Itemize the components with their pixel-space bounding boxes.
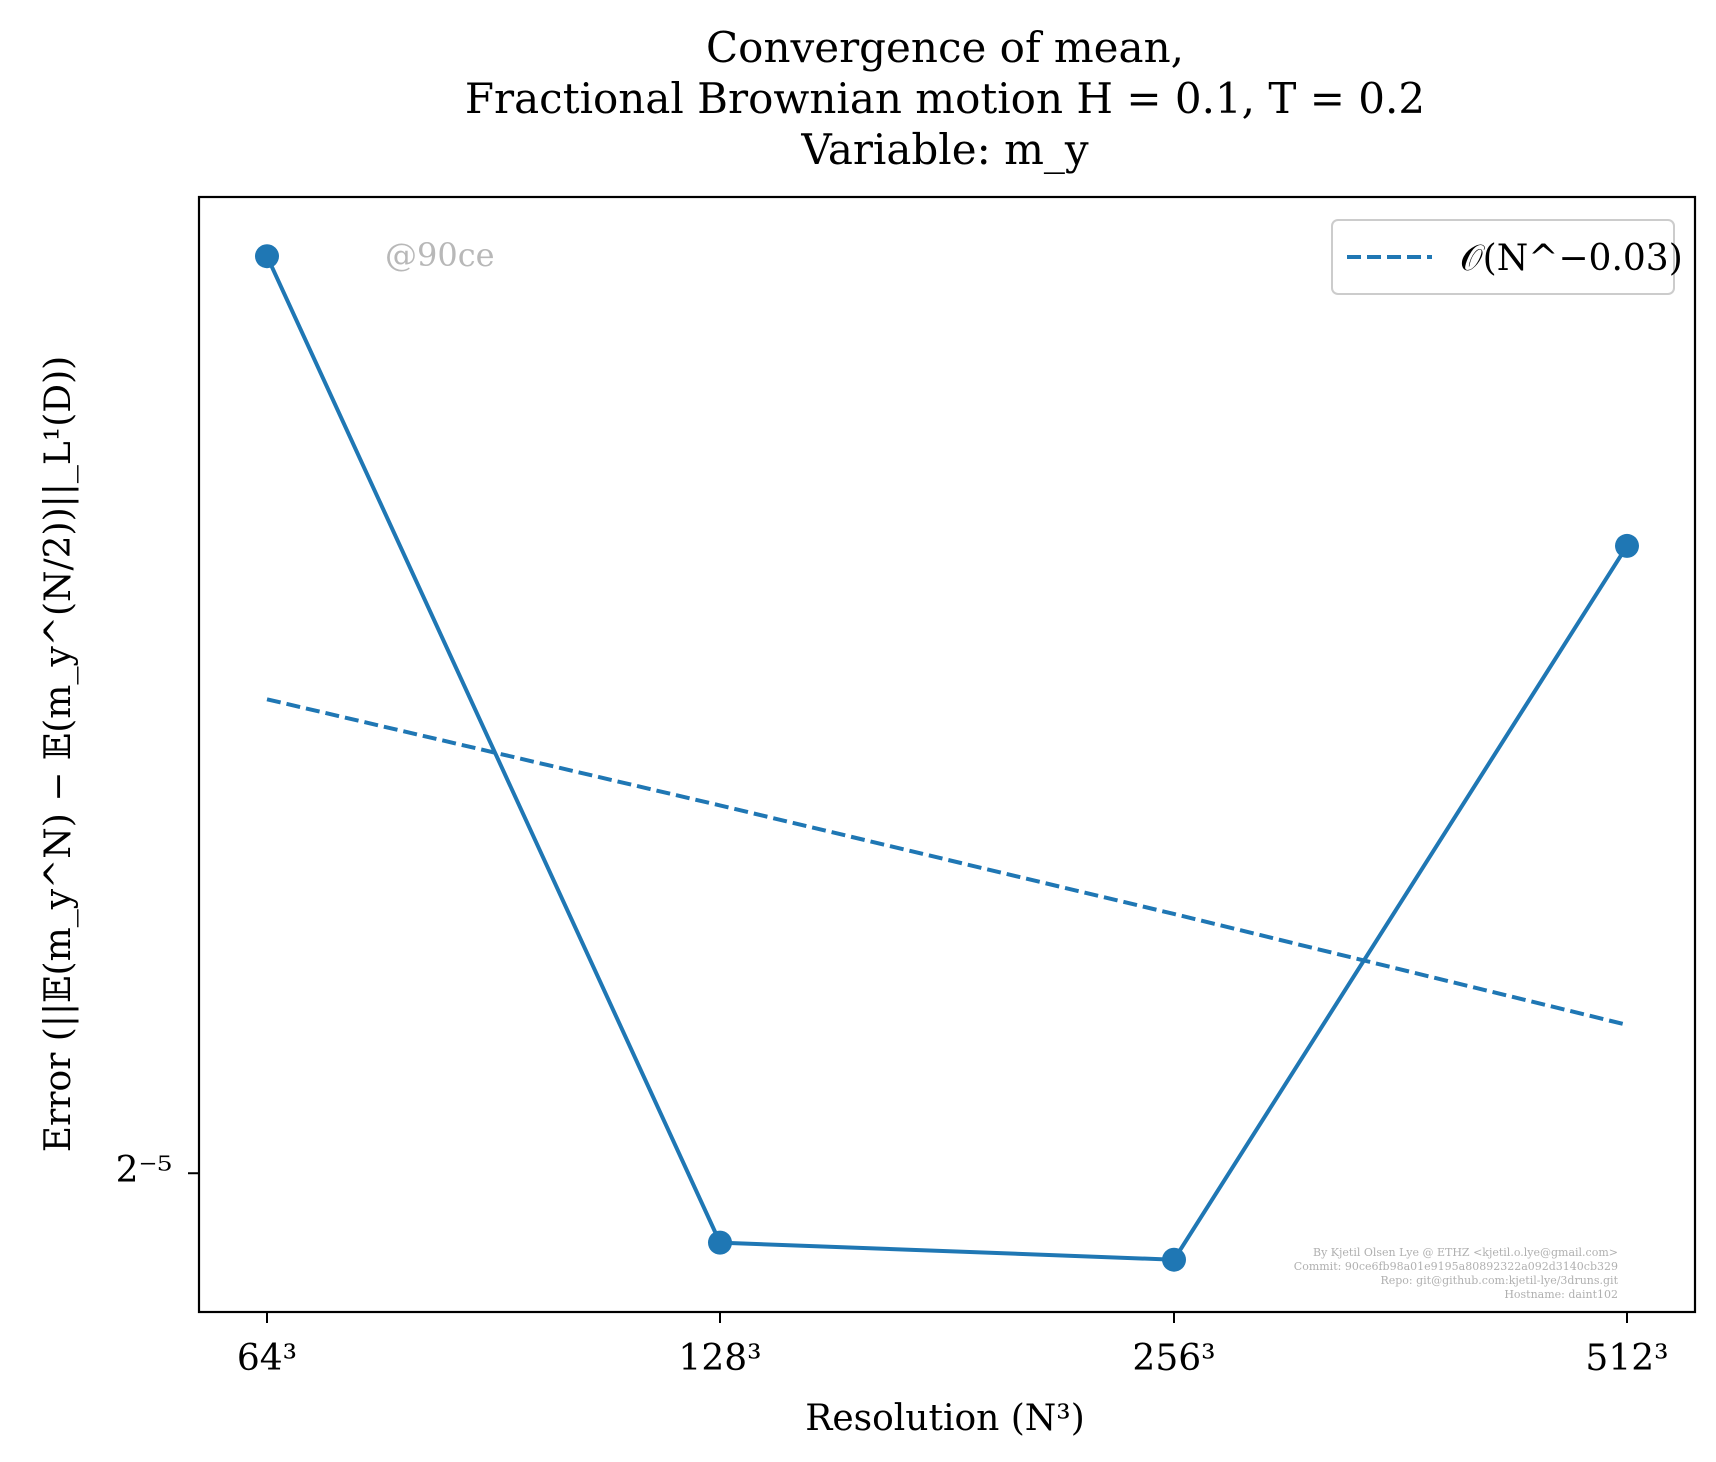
- legend-label: 𝒪(N^−0.03): [1460, 238, 1683, 279]
- credits-line-4: Hostname: daint102: [1504, 1288, 1618, 1301]
- plot-frame: [197, 195, 1697, 1314]
- y-axis: 2⁻⁵ Error (||𝔼(m_y^N) − 𝔼(m_y^(N/2))||_L…: [38, 356, 199, 1191]
- watermark-text: @90ce: [385, 236, 495, 274]
- y-axis-label: Error (||𝔼(m_y^N) − 𝔼(m_y^(N/2))||_L¹(D)…: [38, 356, 79, 1152]
- reference-line-dashed: [266, 697, 1628, 1027]
- title-line-1: Convergence of mean,: [706, 23, 1184, 72]
- data-point-256: [1162, 1247, 1186, 1272]
- error-series-line: [265, 255, 1629, 1262]
- credits-block: By Kjetil Olsen Lye @ ETHZ <kjetil.o.lye…: [1294, 1246, 1619, 1301]
- legend-box: [1331, 219, 1675, 295]
- x-tick-label-64: 64³: [237, 1338, 297, 1379]
- x-axis: 64³ 128³ 256³ 512³ Resolution (N³): [237, 1312, 1669, 1439]
- x-tick-label-128: 128³: [678, 1338, 761, 1379]
- credits-line-2: Commit: 90ce6fb98a01e9195a80892322a092d3…: [1294, 1260, 1618, 1273]
- data-point-512: [1615, 533, 1639, 558]
- legend: 𝒪(N^−0.03): [1331, 219, 1683, 295]
- x-tick-label-512: 512³: [1585, 1338, 1668, 1379]
- chart-title: Convergence of mean, Fractional Brownian…: [465, 23, 1425, 174]
- x-tick-label-256: 256³: [1132, 1338, 1215, 1379]
- credits-line-3: Repo: git@github.com:kjetil-lye/3druns.g…: [1380, 1274, 1618, 1287]
- series-layer: [255, 244, 1639, 1272]
- data-point-128: [708, 1230, 732, 1255]
- x-axis-label: Resolution (N³): [805, 1398, 1085, 1439]
- title-line-2: Fractional Brownian motion H = 0.1, T = …: [465, 74, 1425, 123]
- credits-line-1: By Kjetil Olsen Lye @ ETHZ <kjetil.o.lye…: [1313, 1246, 1618, 1259]
- y-tick-label-2-5: 2⁻⁵: [116, 1150, 172, 1191]
- data-point-64: [255, 244, 279, 269]
- title-line-3: Variable: m_y: [800, 125, 1089, 174]
